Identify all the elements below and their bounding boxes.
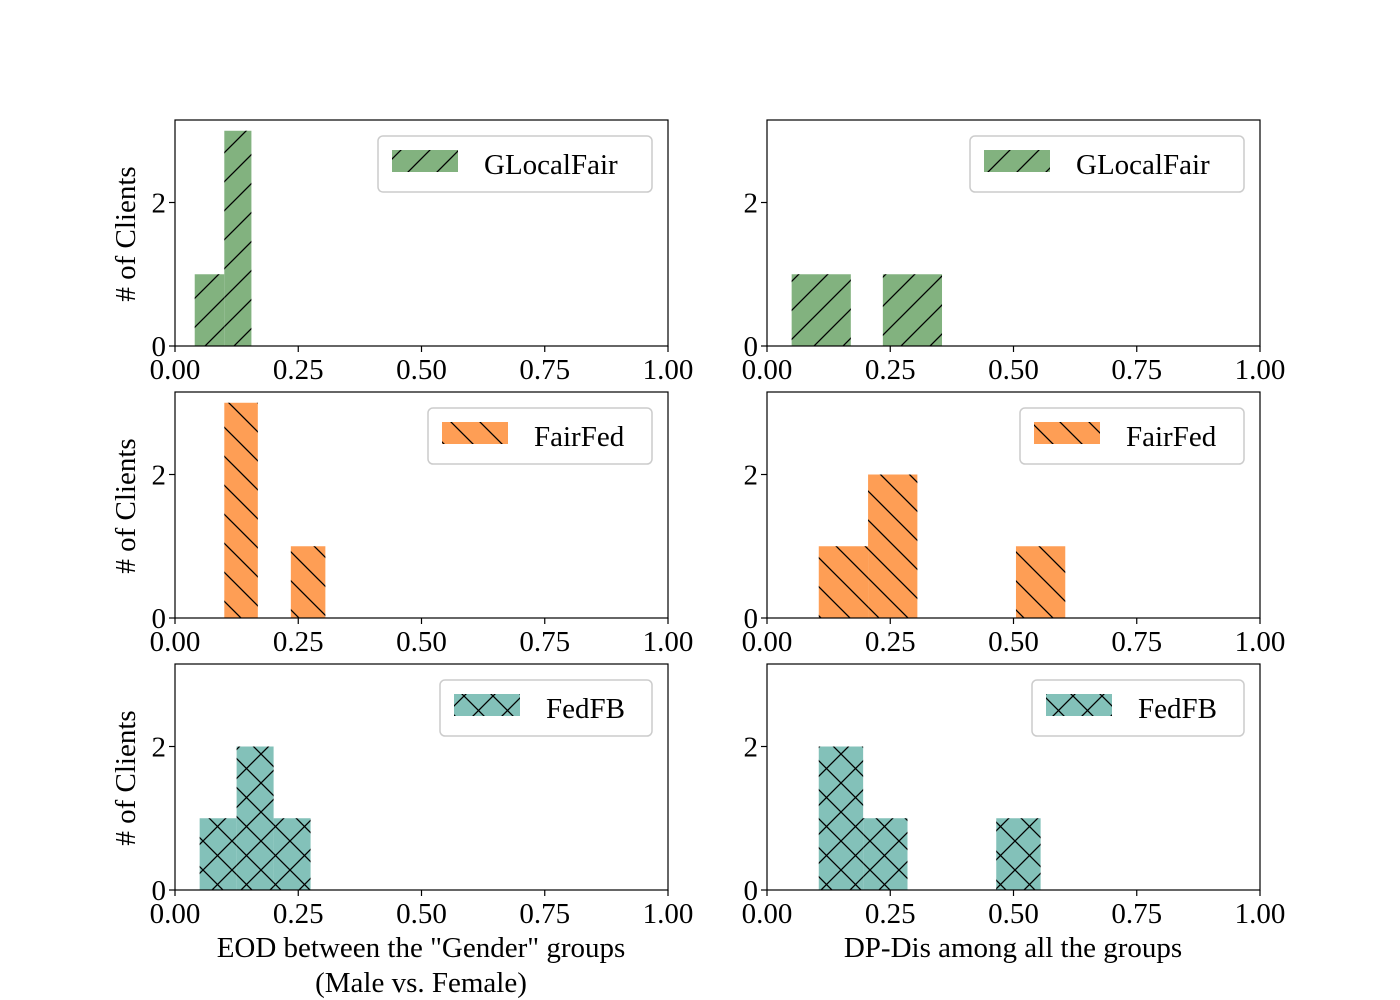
panel-dp-fedfb: 0.00 0.25 0.50 0.75 1.00 0 2 FedFB xyxy=(742,663,1286,930)
x-tick-label: 0.00 xyxy=(742,898,793,930)
legend: GLocalFair xyxy=(969,135,1245,193)
panel-eod-glocalfair: 0.00 0.25 0.50 0.75 1.00 0 2 GLocalFair xyxy=(150,119,694,386)
y-tick-label: 0 xyxy=(152,875,167,907)
histogram-bar-hatch xyxy=(868,474,918,618)
panel-dp-fairfed: 0.00 0.25 0.50 0.75 1.00 0 2 FairFed xyxy=(742,391,1286,658)
histogram-bar-hatch xyxy=(290,546,326,618)
y-tick-label: 0 xyxy=(744,875,759,907)
x-tick-label: 1.00 xyxy=(1235,626,1286,658)
legend-label: GLocalFair xyxy=(1076,149,1210,181)
histogram-bar-hatch xyxy=(863,818,908,890)
x-tick-label: 1.00 xyxy=(643,898,694,930)
x-tick-label: 0.75 xyxy=(1111,898,1162,930)
x-tick-label: 0.25 xyxy=(865,898,916,930)
y-tick-label: 0 xyxy=(744,603,759,635)
histogram-bar-hatch xyxy=(194,274,225,346)
x-tick-label: 1.00 xyxy=(1235,354,1286,386)
histogram-bar-hatch xyxy=(996,818,1041,890)
histogram-bar-hatch xyxy=(236,746,274,890)
legend: FedFB xyxy=(439,679,653,737)
legend-swatch-hatch xyxy=(984,150,1050,172)
y-tick-label: 2 xyxy=(152,732,167,764)
y-tick-label: 2 xyxy=(152,188,167,220)
x-axis-label-left-line2: (Male vs. Female) xyxy=(315,967,527,999)
legend-label: GLocalFair xyxy=(484,149,618,181)
histogram-bar-hatch xyxy=(224,130,252,346)
y-tick-label: 2 xyxy=(152,460,167,492)
histogram-bar-hatch xyxy=(1015,546,1066,618)
x-tick-label: 0.00 xyxy=(150,626,201,658)
x-tick-label: 0.00 xyxy=(150,898,201,930)
x-tick-label: 0.50 xyxy=(988,354,1039,386)
legend-swatch-hatch xyxy=(1046,694,1112,716)
y-tick-label: 2 xyxy=(744,188,759,220)
x-tick-label: 1.00 xyxy=(1235,898,1286,930)
x-tick-label: 0.25 xyxy=(865,354,916,386)
y-tick-label: 2 xyxy=(744,460,759,492)
y-axis-label-row1: # of Clients xyxy=(110,166,142,301)
histogram-bar-hatch xyxy=(273,818,311,890)
x-tick-label: 0.00 xyxy=(742,626,793,658)
legend: GLocalFair xyxy=(377,135,653,193)
x-tick-label: 0.75 xyxy=(1111,354,1162,386)
x-tick-label: 0.75 xyxy=(519,898,570,930)
x-tick-label: 0.00 xyxy=(742,354,793,386)
x-tick-label: 0.75 xyxy=(1111,626,1162,658)
legend-swatch-hatch xyxy=(1034,422,1100,444)
histogram-bar-hatch xyxy=(882,274,943,346)
x-tick-label: 0.50 xyxy=(988,898,1039,930)
panels-group: 0.00 0.25 0.50 0.75 1.00 0 2 GLocalFair 0.00 0.25… xyxy=(150,119,1286,930)
histogram-bar-hatch xyxy=(818,546,869,618)
y-tick-label: 2 xyxy=(744,732,759,764)
legend-label: FairFed xyxy=(534,421,625,453)
histogram-bar-hatch xyxy=(199,818,237,890)
y-tick-label: 0 xyxy=(152,603,167,635)
x-axis-label-left-line1: EOD between the "Gender" groups xyxy=(217,932,626,964)
x-tick-label: 0.25 xyxy=(273,898,324,930)
histogram-bar-hatch xyxy=(224,402,258,618)
x-tick-label: 0.50 xyxy=(396,626,447,658)
panel-eod-fairfed: 0.00 0.25 0.50 0.75 1.00 0 2 FairFed xyxy=(150,391,694,658)
legend: FairFed xyxy=(1019,407,1245,465)
legend: FedFB xyxy=(1031,679,1245,737)
legend-label: FairFed xyxy=(1126,421,1217,453)
legend-swatch-hatch xyxy=(442,422,508,444)
x-axis-label-right: DP-Dis among all the groups xyxy=(844,932,1182,964)
legend-label: FedFB xyxy=(1138,693,1217,725)
y-axis-label-row3: # of Clients xyxy=(110,710,142,845)
panel-eod-fedfb: 0.00 0.25 0.50 0.75 1.00 0 2 FedFB xyxy=(150,663,694,930)
legend-swatch-hatch xyxy=(454,694,520,716)
x-tick-label: 1.00 xyxy=(643,626,694,658)
y-axis-label-row2: # of Clients xyxy=(110,438,142,573)
histogram-bar-hatch xyxy=(818,746,864,890)
x-tick-label: 0.25 xyxy=(273,354,324,386)
x-tick-label: 0.25 xyxy=(865,626,916,658)
x-tick-label: 0.25 xyxy=(273,626,324,658)
x-tick-label: 0.75 xyxy=(519,354,570,386)
histogram-bar-hatch xyxy=(791,274,851,346)
x-tick-label: 1.00 xyxy=(643,354,694,386)
legend-label: FedFB xyxy=(546,693,625,725)
panel-dp-glocalfair: 0.00 0.25 0.50 0.75 1.00 0 2 GLocalFair xyxy=(742,119,1286,386)
x-tick-label: 0.75 xyxy=(519,626,570,658)
x-tick-label: 0.00 xyxy=(150,354,201,386)
legend: FairFed xyxy=(427,407,653,465)
y-tick-label: 0 xyxy=(152,331,167,363)
x-tick-label: 0.50 xyxy=(988,626,1039,658)
y-tick-label: 0 xyxy=(744,331,759,363)
x-tick-label: 0.50 xyxy=(396,898,447,930)
legend-swatch-hatch xyxy=(392,150,458,172)
x-tick-label: 0.50 xyxy=(396,354,447,386)
